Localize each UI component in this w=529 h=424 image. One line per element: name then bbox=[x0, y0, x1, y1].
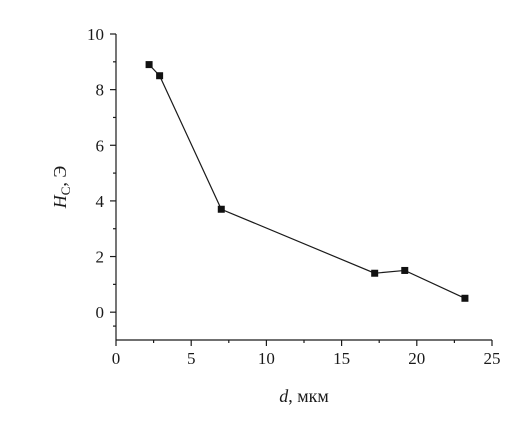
data-point-marker bbox=[156, 72, 164, 80]
axes bbox=[115, 34, 492, 341]
y-axis-symbol: H bbox=[50, 194, 70, 209]
x-tick-label: 10 bbox=[258, 349, 275, 368]
y-tick-label: 0 bbox=[96, 303, 105, 322]
y-axis-title: HC, Э bbox=[50, 166, 73, 210]
series-line bbox=[148, 64, 466, 299]
x-tick-label: 25 bbox=[484, 349, 501, 368]
y-tick-label: 2 bbox=[96, 248, 105, 267]
x-axis-unit: , мкм bbox=[288, 386, 329, 406]
x-axis-symbol: d bbox=[279, 386, 289, 406]
data-point-marker bbox=[371, 269, 379, 277]
x-tick-label: 20 bbox=[408, 349, 425, 368]
y-axis-subscript: C bbox=[58, 187, 73, 196]
y-tick-label: 8 bbox=[96, 81, 105, 100]
x-tick-label: 5 bbox=[187, 349, 196, 368]
x-ticks: 0 5 10 15 20 25 bbox=[112, 340, 501, 368]
y-tick-label: 10 bbox=[87, 25, 104, 44]
y-tick-label: 6 bbox=[96, 136, 105, 155]
data-point-marker bbox=[145, 61, 153, 69]
data-point-marker bbox=[461, 294, 469, 302]
y-axis-unit: , Э bbox=[50, 166, 70, 187]
x-tick-label: 0 bbox=[112, 349, 121, 368]
series-layer bbox=[145, 61, 469, 302]
y-ticks: 0 2 4 6 8 10 bbox=[87, 25, 116, 327]
x-tick-label: 15 bbox=[333, 349, 350, 368]
data-point-marker bbox=[401, 266, 409, 274]
data-point-marker bbox=[217, 205, 225, 213]
y-tick-label: 4 bbox=[96, 192, 105, 211]
x-axis-title: d, мкм bbox=[279, 386, 329, 406]
